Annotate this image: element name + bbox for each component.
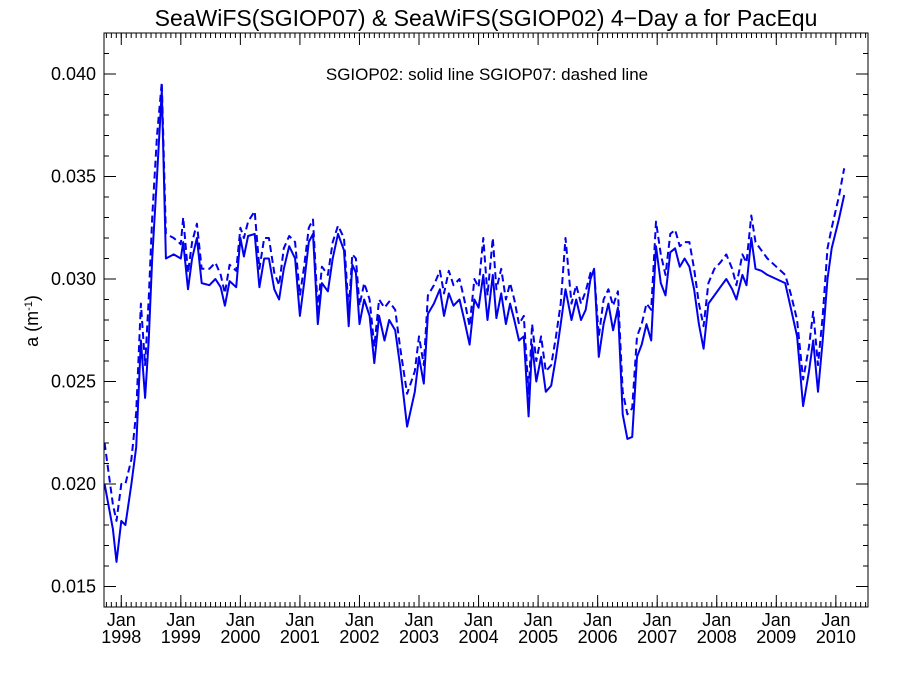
x-tick-label-year: 2003: [399, 627, 439, 647]
y-tick-label: 0.020: [51, 474, 96, 494]
x-tick-label-month: Jan: [524, 610, 553, 630]
x-tick-label-month: Jan: [166, 610, 195, 630]
x-tick-label-year: 2006: [578, 627, 618, 647]
series-line-sgiop02: [103, 89, 846, 563]
plot-area: 0.0150.0200.0250.0300.0350.040Jan1998Jan…: [51, 32, 868, 647]
x-tick-label-year: 2010: [816, 627, 856, 647]
y-tick-label: 0.025: [51, 372, 96, 392]
x-tick-label-year: 2004: [459, 627, 499, 647]
x-tick-label-month: Jan: [464, 610, 493, 630]
x-tick-label-year: 2007: [637, 627, 677, 647]
x-tick-label-month: Jan: [226, 610, 255, 630]
x-tick-label-year: 2002: [339, 627, 379, 647]
x-tick-label-year: 1999: [161, 627, 201, 647]
series-line-sgiop07: [103, 81, 846, 522]
x-tick-label-month: Jan: [404, 610, 433, 630]
x-tick-label-month: Jan: [107, 610, 136, 630]
y-axis-label: a (m-1): [22, 295, 42, 347]
y-tick-label: 0.030: [51, 269, 96, 289]
x-tick-label-year: 1998: [101, 627, 141, 647]
x-tick-label-year: 2005: [518, 627, 558, 647]
plot-frame: [103, 32, 869, 608]
x-tick-label-year: 2009: [756, 627, 796, 647]
x-tick-label-month: Jan: [285, 610, 314, 630]
x-tick-label-year: 2008: [697, 627, 737, 647]
x-tick-label-month: Jan: [702, 610, 731, 630]
x-tick-label-year: 2000: [220, 627, 260, 647]
x-tick-label-month: Jan: [345, 610, 374, 630]
y-tick-label: 0.040: [51, 64, 96, 84]
y-axis-label-close: ): [22, 295, 42, 301]
y-tick-label: 0.015: [51, 577, 96, 597]
x-tick-label-month: Jan: [643, 610, 672, 630]
x-tick-label-month: Jan: [583, 610, 612, 630]
y-axis-label-main: a (m: [22, 311, 42, 347]
y-tick-label: 0.035: [51, 167, 96, 187]
legend-annotation: SGIOP02: solid line SGIOP07: dashed line: [326, 65, 648, 84]
x-tick-label-year: 2001: [280, 627, 320, 647]
x-tick-label-month: Jan: [821, 610, 850, 630]
x-tick-label-month: Jan: [762, 610, 791, 630]
chart-title: SeaWiFS(SGIOP07) & SeaWiFS(SGIOP02) 4−Da…: [155, 5, 818, 31]
y-axis-label-sup: -1: [23, 301, 35, 311]
